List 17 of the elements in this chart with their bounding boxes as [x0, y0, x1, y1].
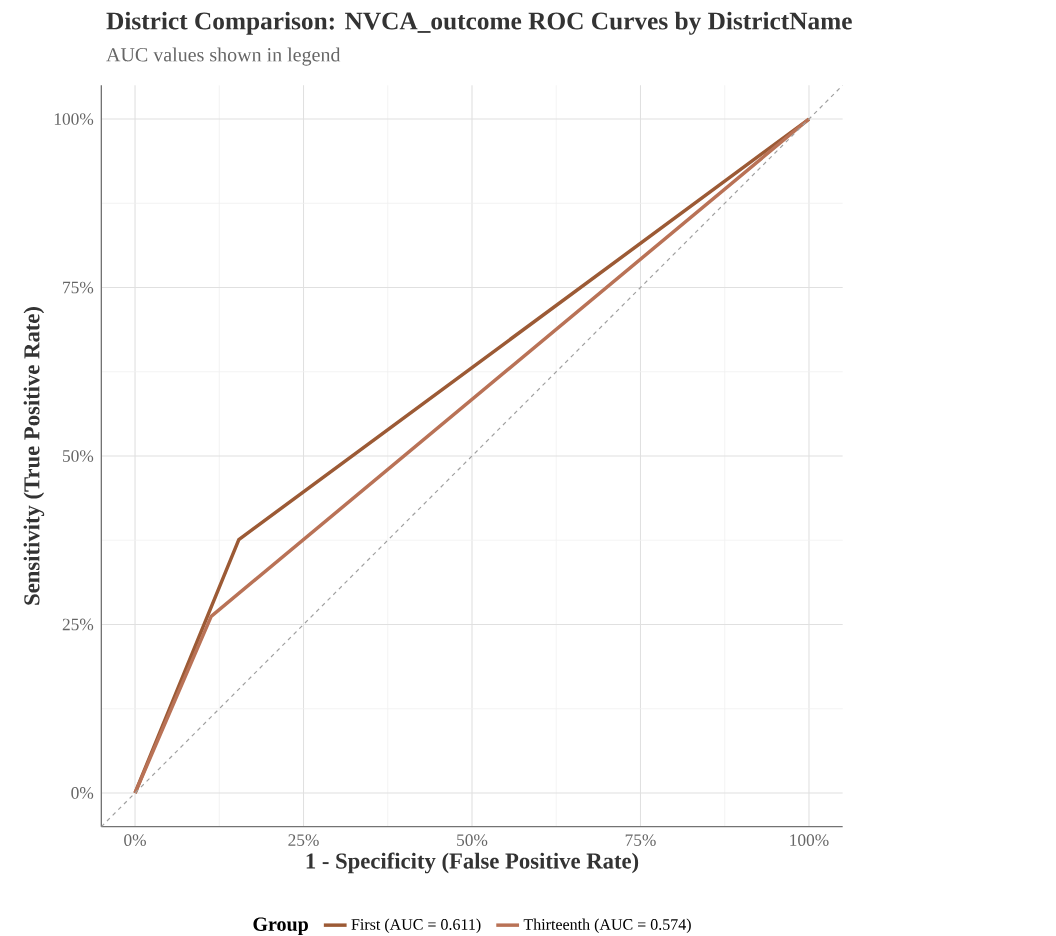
y-tick-label: 75%	[63, 281, 94, 294]
y-tick-label: 25%	[62, 618, 94, 631]
x-tick-label: 75%	[625, 834, 656, 846]
y-tick-label: 50%	[63, 450, 94, 462]
x-tick-label: 0%	[124, 834, 146, 846]
x-tick-label: 50%	[457, 834, 488, 846]
legend-label: Thirteenth (AUC = 0.574)	[523, 918, 691, 934]
chart-subtitle: AUC values shown in legend	[106, 47, 341, 66]
legend-title: Group	[253, 917, 308, 936]
y-tick-label: 0%	[71, 787, 94, 799]
chart-title: District Comparison: NVCA_outcome ROC Curves by DistrictName	[106, 11, 852, 35]
x-tick-label: 100%	[790, 834, 829, 846]
x-axis-title: 1 - Specificity (False Positive Rate)	[306, 852, 639, 874]
legend-label: First (AUC = 0.611)	[351, 918, 481, 934]
x-tick-label: 25%	[288, 834, 319, 846]
y-axis-title: Sensitivity (True Positive Rate)	[23, 307, 45, 605]
y-tick-label: 100%	[54, 113, 94, 125]
